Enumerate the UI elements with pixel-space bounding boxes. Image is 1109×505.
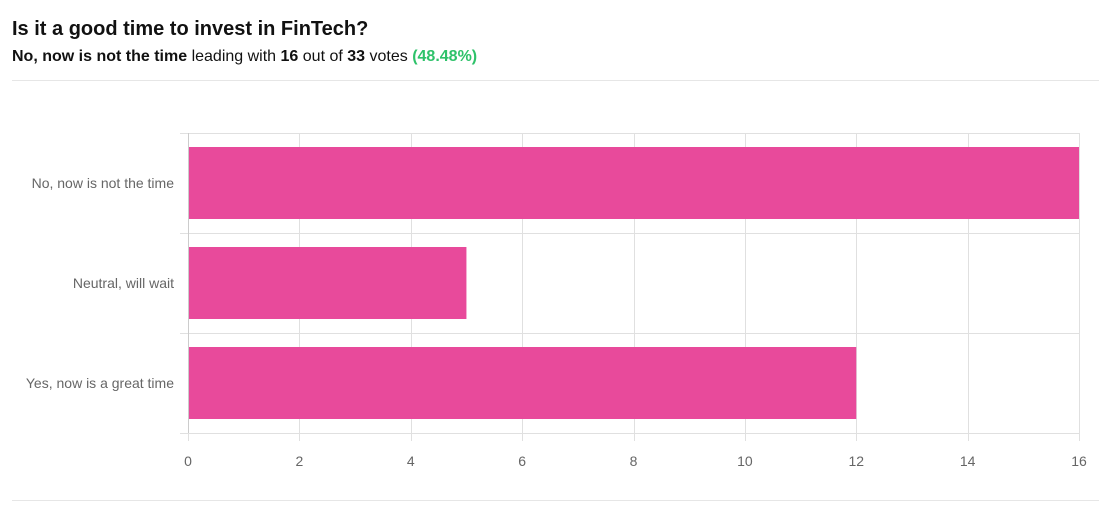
x-tick-label-5: 10 xyxy=(737,453,753,469)
x-tick-label-7: 14 xyxy=(960,453,976,469)
x-tick-label-4: 8 xyxy=(630,453,638,469)
poll-summary: No, now is not the time leading with 16 … xyxy=(12,46,477,68)
leader-votes: 16 xyxy=(280,48,299,65)
bar-0 xyxy=(188,147,1079,219)
poll-title: Is it a good time to invest in FinTech? xyxy=(12,18,369,40)
bar-2 xyxy=(188,347,857,419)
x-tick-label-3: 6 xyxy=(518,453,526,469)
category-label-1: Neutral, will wait xyxy=(73,275,174,291)
out-of-text: out of xyxy=(302,48,343,65)
x-tick-label-1: 2 xyxy=(295,453,303,469)
leading-with-text: leading with xyxy=(191,48,277,65)
leader-percent: (48.48%) xyxy=(412,48,478,65)
bar-1 xyxy=(188,247,467,319)
x-tick-label-6: 12 xyxy=(848,453,864,469)
leader-option: No, now is not the time xyxy=(12,48,188,65)
x-tick-label-0: 0 xyxy=(184,453,192,469)
total-votes: 33 xyxy=(347,48,366,65)
category-label-2: Yes, now is a great time xyxy=(26,375,174,391)
votes-text: votes xyxy=(369,48,408,65)
category-label-0: No, now is not the time xyxy=(32,175,175,191)
bottom-divider xyxy=(12,500,1099,501)
top-divider xyxy=(12,80,1099,81)
x-tick-label-2: 4 xyxy=(407,453,415,469)
x-tick-label-8: 16 xyxy=(1071,453,1087,469)
